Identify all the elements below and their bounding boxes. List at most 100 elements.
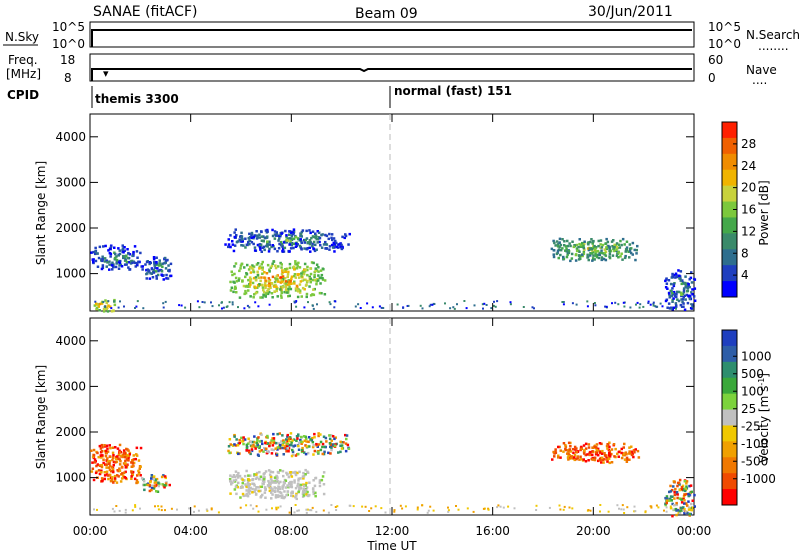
echo-cell [97,469,101,472]
echo-cell [269,483,272,486]
echo-cell [679,277,682,280]
echo-cell [659,302,662,305]
echo-cell [617,455,620,458]
echo-cell [319,448,323,452]
echo-cell [248,489,252,492]
echo-cell [287,294,290,298]
echo-cell [106,261,109,264]
echo-cell [110,310,114,313]
echo-cell [243,438,247,441]
echo-cell [155,274,158,278]
echo-cell [260,250,263,253]
echo-cell [374,505,377,508]
echo-cell [285,267,288,271]
echo-cell [234,276,238,280]
echo-cell [123,246,126,249]
echo-cell [164,509,166,512]
echo-cell [290,243,294,247]
echo-cell [300,440,303,443]
echo-cell [676,508,680,512]
echo-cell [293,274,296,278]
echo-cell [274,283,277,287]
echo-cell [566,449,570,452]
echo-cell [594,304,597,307]
echo-cell [307,494,310,498]
echo-cell [218,304,220,307]
echo-cell [233,231,236,234]
echo-cell [124,256,127,259]
echo-cell [568,448,571,451]
echo-cell [258,265,262,268]
echo-cell [160,509,163,512]
echo-cell [155,256,158,259]
echo-cell [242,494,245,498]
echo-cell [235,234,238,237]
colorbar-tick-label: 100 [741,384,764,398]
echo-cell [270,439,273,442]
echo-cell [465,307,468,310]
echo-cell [262,288,265,292]
echo-cell [113,474,117,478]
echo-cell [344,233,347,236]
echo-cell [304,473,307,476]
echo-cell [108,268,111,271]
echo-cell [301,286,305,290]
colorbar-segment [722,377,737,395]
echo-cell [299,233,303,236]
echo-cell [285,234,288,237]
echo-cell [229,474,232,477]
echo-cell [232,479,236,482]
echo-cell [263,281,267,285]
echo-cell [296,285,299,289]
echo-cell [107,477,110,481]
echo-cell [239,496,242,499]
echo-cell [122,462,126,465]
echo-cell [294,289,298,292]
echo-cell [228,477,232,481]
echo-cell [559,248,563,252]
echo-cell [227,445,231,448]
echo-cell [305,511,308,514]
echo-cell [305,437,308,441]
echo-cell [288,285,291,289]
echo-cell [295,267,299,270]
echo-cell [332,241,335,245]
echo-cell [562,303,565,306]
echo-cell [100,267,104,271]
echo-cell [287,437,291,440]
echo-cell [664,286,668,289]
echo-cell [306,241,310,244]
echo-cell [261,246,265,249]
echo-cell [139,507,141,510]
echo-cell [246,480,250,483]
echo-cell [312,307,315,310]
echo-cell [290,480,293,484]
echo-cell [123,259,127,262]
echo-cell [122,256,125,260]
echo-cell [598,251,601,255]
echo-cell [108,263,111,266]
echo-cell [131,509,134,512]
echo-cell [608,252,612,256]
echo-cell [283,277,287,280]
echo-cell [122,251,125,254]
echo-cell [248,492,251,495]
echo-cell [272,437,276,440]
echo-cell [264,284,267,287]
echo-cell [272,481,275,484]
echo-cell [613,246,616,249]
echo-cell [317,432,320,435]
echo-cell [572,245,576,249]
echo-cell [303,247,306,250]
echo-cell [233,443,236,446]
echo-cell [688,484,691,488]
echo-cell [252,441,256,444]
echo-cell [675,513,678,517]
echo-cell [143,483,146,487]
echo-cell [633,248,636,252]
colorbar-segment [722,473,737,490]
echo-cell [595,255,599,259]
echo-cell [301,440,304,444]
echo-cell [288,262,292,266]
echo-cell [686,511,689,515]
